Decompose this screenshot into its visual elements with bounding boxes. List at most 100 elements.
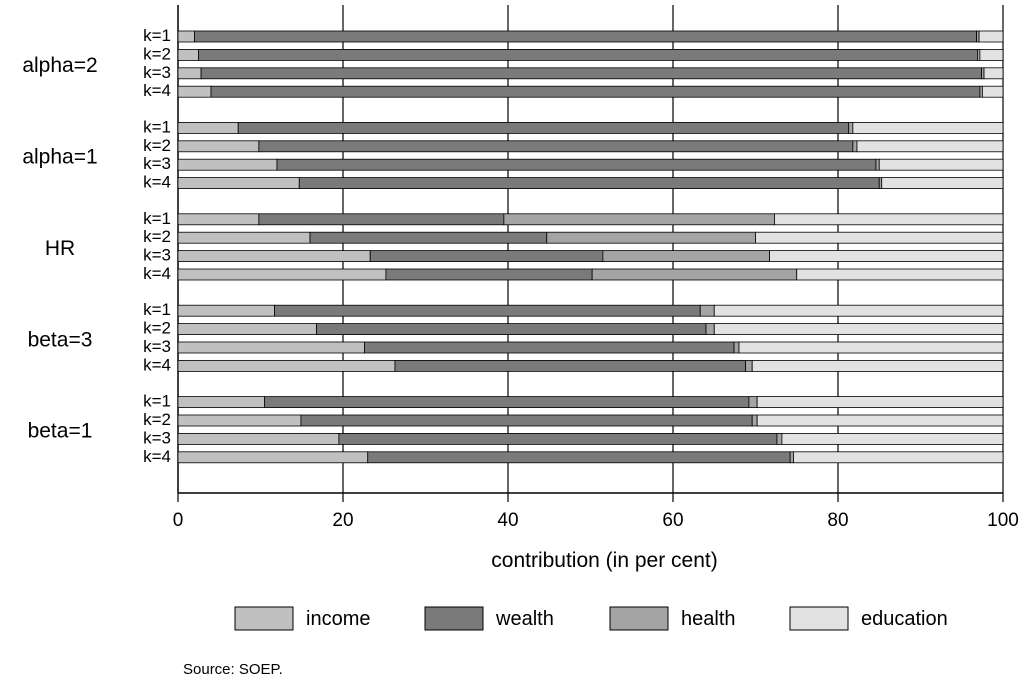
bar-segment-education xyxy=(979,49,1004,61)
bar-segment-health xyxy=(699,304,715,317)
bar-segment-wealth xyxy=(210,85,981,98)
group-label: beta=1 xyxy=(28,420,93,443)
bar-segment-wealth xyxy=(300,414,753,427)
bar-segment-income xyxy=(177,213,260,226)
bar-segment-income xyxy=(177,341,365,354)
bar-segment-health xyxy=(733,341,740,354)
bar-segment-health xyxy=(776,432,783,445)
bars xyxy=(177,30,1004,464)
k-label: k=2 xyxy=(143,136,171,155)
bar-segment-education xyxy=(881,177,1004,190)
bar-segment-health xyxy=(748,396,758,409)
bar-segment-income xyxy=(177,158,278,171)
bar-segment-health xyxy=(852,140,858,153)
bar-segment-wealth xyxy=(316,323,707,336)
bar-segment-wealth xyxy=(200,67,982,80)
group-label: alpha=1 xyxy=(22,146,97,169)
k-label: k=4 xyxy=(143,173,171,192)
legend-label-income: income xyxy=(306,608,370,630)
bar-segment-income xyxy=(177,359,396,372)
bar-segment-education xyxy=(781,432,1004,445)
x-tick-label: 80 xyxy=(827,510,848,531)
legend-label-health: health xyxy=(681,608,736,630)
bar-segment-education xyxy=(756,414,1004,427)
bar-segment-wealth xyxy=(367,451,791,464)
bar-segment-education xyxy=(713,323,1004,336)
k-label: k=4 xyxy=(143,447,171,466)
bar-segment-health xyxy=(745,359,753,372)
bar-segment-education xyxy=(878,158,1004,171)
bar-segment-wealth xyxy=(194,30,977,43)
bar-segment-wealth xyxy=(237,122,850,134)
legend: income wealth health education xyxy=(234,606,948,631)
k-label: k=3 xyxy=(143,63,171,82)
k-label: k=1 xyxy=(143,392,171,411)
bar-segment-education xyxy=(978,30,1004,43)
k-label: k=2 xyxy=(143,410,171,429)
legend-swatch-education xyxy=(789,606,849,631)
bar-segment-wealth xyxy=(258,213,505,226)
group-label: beta=3 xyxy=(28,328,93,351)
x-tick-label: 40 xyxy=(497,510,518,531)
bar-segment-income xyxy=(177,396,266,409)
bar-segment-education xyxy=(713,304,1004,317)
group-label: alpha=2 xyxy=(22,54,97,77)
bar-segment-income xyxy=(177,323,318,336)
x-tick-label: 20 xyxy=(332,510,353,531)
bar-segment-health xyxy=(848,122,854,134)
k-label: k=3 xyxy=(143,428,171,447)
k-label: k=1 xyxy=(143,300,171,319)
k-label: k=4 xyxy=(143,81,171,100)
bar-segment-health xyxy=(591,268,798,281)
source-note: Source: SOEP. xyxy=(183,661,283,678)
bar-segment-wealth xyxy=(309,231,548,244)
bar-segment-wealth xyxy=(258,140,854,153)
x-axis-title: contribution (in per cent) xyxy=(491,549,717,572)
bar-segment-education xyxy=(856,140,1004,153)
bar-segment-wealth xyxy=(338,432,778,445)
category-labels: k=1k=2k=3k=4alpha=2k=1k=2k=3k=4alpha=1k=… xyxy=(22,26,171,466)
bar-segment-wealth xyxy=(394,359,747,372)
x-tick-label: 0 xyxy=(173,510,184,531)
bar-segment-health xyxy=(602,250,770,263)
x-tick-label: 60 xyxy=(662,510,683,531)
k-label: k=2 xyxy=(143,227,171,246)
k-label: k=4 xyxy=(143,264,171,283)
bar-segment-health xyxy=(789,451,794,464)
bar-segment-health xyxy=(875,158,880,171)
bar-segment-income xyxy=(177,140,260,153)
bar-segment-education xyxy=(796,268,1004,281)
bar-segment-education xyxy=(751,359,1004,372)
bar-segment-income xyxy=(177,304,275,317)
k-label: k=2 xyxy=(143,44,171,63)
bar-segment-wealth xyxy=(198,49,978,61)
k-label: k=3 xyxy=(143,337,171,356)
bar-segment-income xyxy=(177,177,300,190)
bar-segment-wealth xyxy=(264,396,750,409)
bar-segment-income xyxy=(177,85,212,98)
group-label: HR xyxy=(45,237,75,260)
bar-segment-education xyxy=(793,451,1004,464)
bar-segment-health xyxy=(705,323,715,336)
k-label: k=3 xyxy=(143,154,171,173)
bar-segment-income xyxy=(177,414,302,427)
bar-segment-income xyxy=(177,49,200,61)
bar-segment-income xyxy=(177,268,387,281)
bar-segment-wealth xyxy=(369,250,604,263)
bar-segment-education xyxy=(852,122,1004,134)
bar-segment-wealth xyxy=(274,304,701,317)
bar-segment-education xyxy=(774,213,1004,226)
k-label: k=3 xyxy=(143,246,171,265)
bar-segment-education xyxy=(756,396,1004,409)
bar-segment-health xyxy=(751,414,758,427)
bar-segment-income xyxy=(177,67,202,80)
bar-segment-income xyxy=(177,122,239,134)
bar-segment-wealth xyxy=(298,177,880,190)
bar-segment-wealth xyxy=(364,341,735,354)
legend-swatch-wealth xyxy=(424,606,484,631)
k-label: k=1 xyxy=(143,26,171,45)
legend-label-education: education xyxy=(861,608,948,630)
legend-swatch-income xyxy=(234,606,294,631)
x-tick-label: 100 xyxy=(987,510,1019,531)
